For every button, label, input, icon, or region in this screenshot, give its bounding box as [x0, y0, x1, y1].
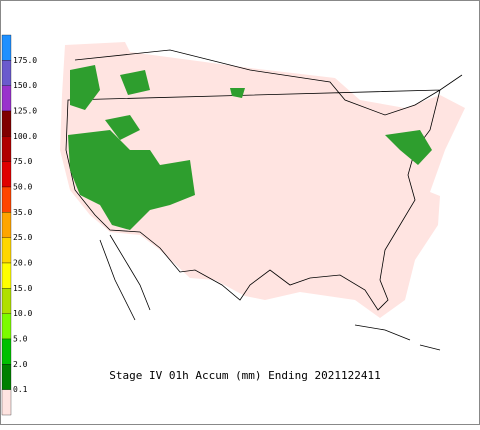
precip-area: [70, 65, 100, 110]
precip-area: [120, 70, 150, 95]
legend-swatch: [1, 85, 12, 112]
legend-label: 100.0: [13, 132, 37, 141]
legend-label: 5.0: [13, 335, 28, 344]
legend-swatch: [1, 313, 12, 340]
legend-swatch: [1, 237, 12, 264]
legend: 175.0 150.0 125.0 100.0 75.0 50.0 35.0 25.0 20.0…: [1, 34, 37, 416]
legend-swatch: [1, 60, 12, 86]
us-outline: [65, 49, 463, 311]
precip-area: [230, 88, 245, 98]
legend-label: 10.0: [13, 309, 32, 318]
legend-label: 175.0: [13, 56, 37, 65]
legend-swatch: [1, 212, 12, 238]
legend-swatch: [1, 338, 12, 365]
legend-swatch: [1, 364, 12, 390]
legend-label: 75.0: [13, 157, 32, 166]
legend-label: 125.0: [13, 107, 37, 116]
legend-label: 15.0: [13, 284, 32, 293]
precip-areas: [68, 65, 432, 230]
legend-swatch: [1, 288, 12, 314]
legend-swatch: [1, 262, 12, 289]
precip-area: [68, 130, 195, 230]
precip-area: [105, 115, 140, 140]
legend-label: 25.0: [13, 233, 32, 242]
baja-outline: [99, 234, 151, 321]
legend-label: 2.0: [13, 360, 28, 369]
legend-label: 50.0: [13, 183, 32, 192]
legend-label: 35.0: [13, 208, 32, 217]
legend-swatch: [1, 186, 12, 213]
legend-label: 0.1: [13, 385, 28, 394]
legend-swatch: [1, 136, 12, 162]
legend-swatch: [1, 110, 12, 137]
legend-label: 20.0: [13, 259, 32, 268]
precip-area: [385, 130, 432, 165]
legend-swatch: [1, 34, 12, 61]
legend-swatch: [1, 389, 12, 416]
legend-label: 150.0: [13, 81, 37, 90]
legend-swatch: [1, 161, 12, 188]
caribbean-outline: [354, 324, 441, 351]
map-title: Stage IV 01h Accum (mm) Ending 202112241…: [109, 369, 381, 382]
